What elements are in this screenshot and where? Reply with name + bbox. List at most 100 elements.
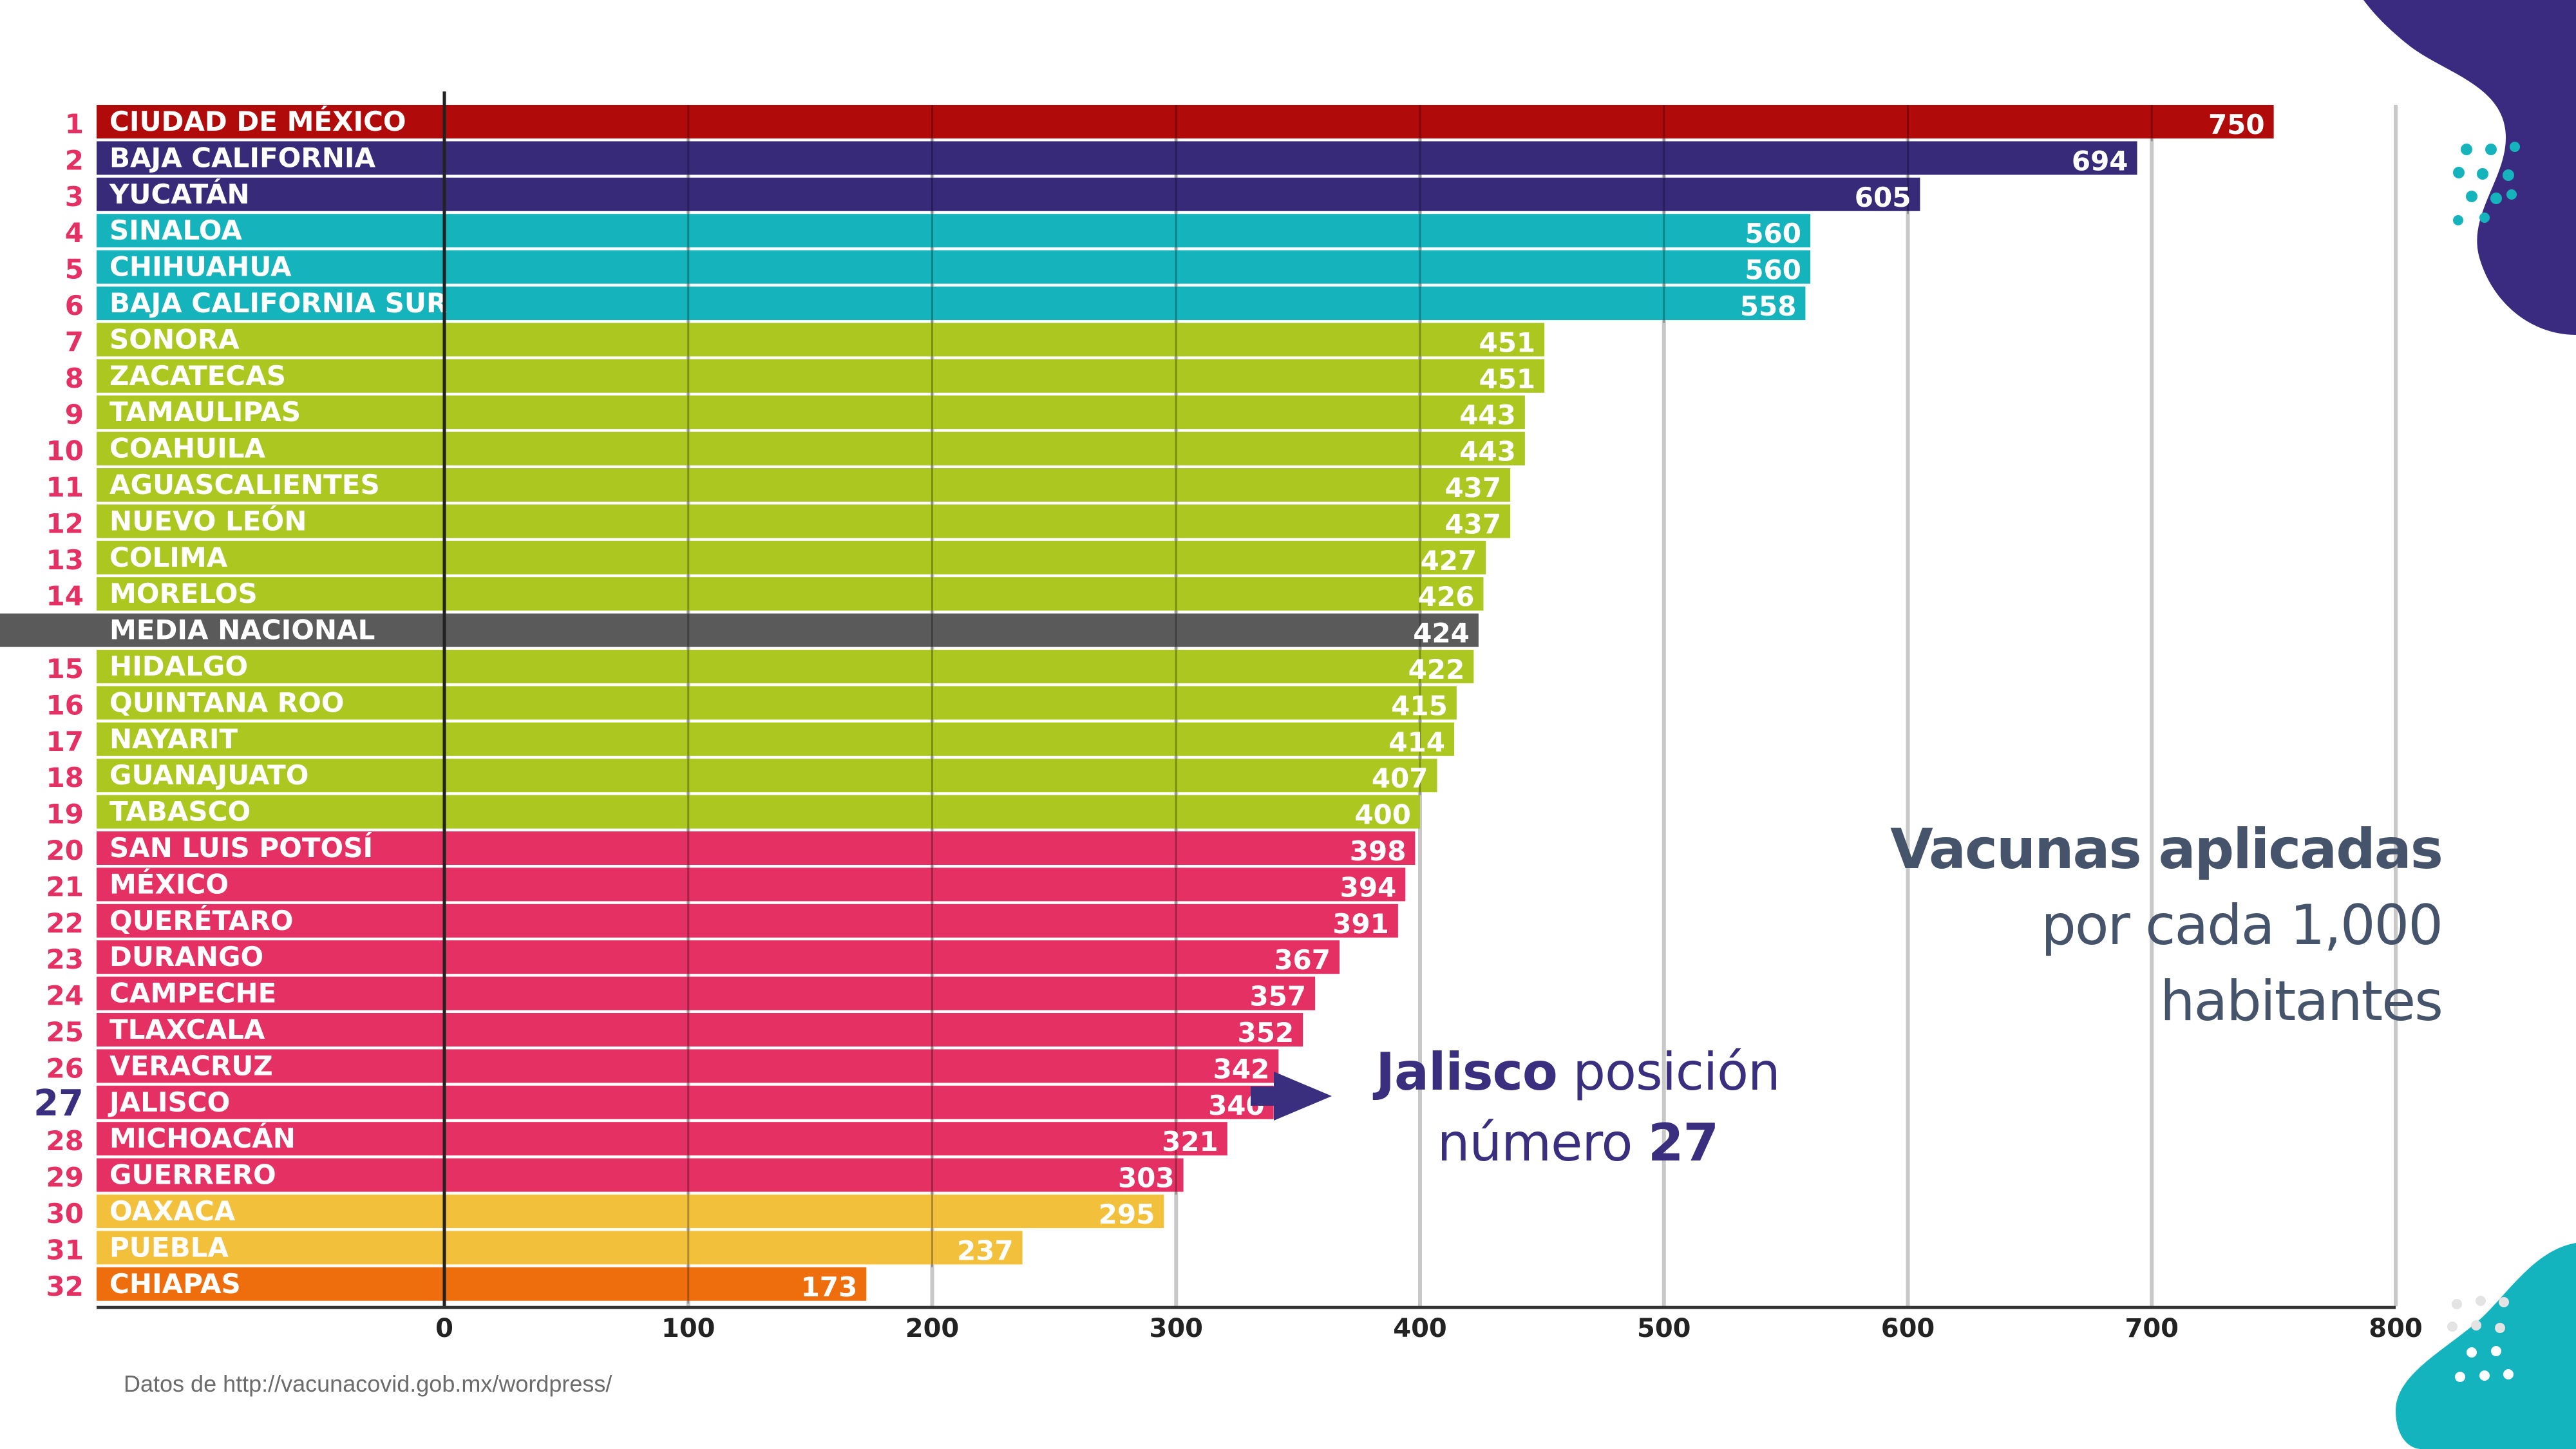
rank-number: 32 — [46, 1271, 84, 1302]
x-tick-label: 0 — [435, 1314, 453, 1343]
bar-value: 560 — [1745, 254, 1801, 286]
x-axis: 0 100 200 300 400 500 600 700 800 — [97, 91, 2423, 1343]
rank-number: 10 — [46, 435, 84, 467]
bar-value: 173 — [801, 1271, 858, 1303]
bar-name: NAYARIT — [109, 723, 238, 755]
bar-name: QUERÉTARO — [109, 904, 293, 936]
bar-name: TLAXCALA — [109, 1014, 265, 1045]
title-line-1: Vacunas aplicadas — [1890, 817, 2443, 882]
bar-value: 303 — [1118, 1162, 1175, 1194]
rank-number: 14 — [46, 580, 84, 612]
bar-value: 407 — [1372, 762, 1428, 794]
x-tick-label: 400 — [1393, 1314, 1447, 1343]
teal-blob-icon — [2396, 1243, 2576, 1449]
bar-value: 451 — [1479, 327, 1535, 358]
bar-value: 367 — [1274, 944, 1331, 976]
bar-32 — [97, 1267, 867, 1301]
bar-value: 451 — [1479, 363, 1535, 395]
bar-name: YUCATÁN — [109, 178, 250, 210]
bar-value: 437 — [1444, 472, 1501, 504]
rank-numbers: 1234567891011121314151617181920212223242… — [33, 108, 84, 1302]
bar-name: SAN LUIS POTOSÍ — [109, 831, 373, 864]
bar-name: CHIHUAHUA — [109, 251, 292, 283]
rank-number: 29 — [46, 1162, 84, 1193]
bar-name: GUANAJUATO — [109, 759, 308, 791]
bar-value: 437 — [1444, 508, 1501, 540]
rank-number: 3 — [65, 181, 84, 213]
bar-name: QUINTANA ROO — [109, 687, 345, 718]
bar-30 — [97, 1195, 1164, 1228]
bar-28 — [97, 1122, 1227, 1156]
rank-number: 30 — [46, 1198, 84, 1229]
right-arrow-icon — [1251, 1072, 1332, 1121]
bar-name: CHIAPAS — [109, 1268, 241, 1300]
callout-line-1: Jalisco posición — [1301, 1037, 1855, 1108]
bar-18 — [97, 759, 1437, 793]
bar-value: 426 — [1418, 581, 1475, 612]
bar-name: AGUASCALIENTES — [109, 469, 380, 500]
rank-number: 23 — [46, 943, 84, 975]
bar-value: 424 — [1413, 618, 1470, 649]
rank-number: 24 — [46, 980, 84, 1012]
rank-number: 26 — [46, 1052, 84, 1084]
bar-24 — [97, 976, 1316, 1010]
bar-31 — [97, 1231, 1023, 1265]
rank-number: 28 — [46, 1125, 84, 1157]
bar-value: 558 — [1740, 290, 1797, 322]
x-tick-label: 200 — [905, 1314, 960, 1343]
rank-number: 6 — [65, 290, 84, 321]
rank-number: 1 — [65, 108, 84, 140]
bar-value: 443 — [1459, 436, 1516, 468]
x-tick-label: 300 — [1150, 1314, 1204, 1343]
bar-name: COAHUILA — [109, 433, 266, 464]
bar-3 — [97, 177, 1920, 211]
bar-value: 415 — [1391, 690, 1448, 721]
rank-number: 7 — [65, 326, 84, 357]
x-tick-label: 600 — [1881, 1314, 1935, 1343]
bar-4 — [97, 214, 1810, 248]
bar-value: 357 — [1249, 981, 1306, 1012]
bar-value: 750 — [2208, 109, 2265, 140]
source-note: Datos de http://vacunacovid.gob.mx/wordp… — [124, 1370, 612, 1397]
bar-value: 321 — [1162, 1126, 1218, 1157]
bar-value: 398 — [1350, 835, 1406, 867]
bar-14 — [97, 577, 1484, 611]
bar-8 — [97, 359, 1545, 393]
rank-number: 18 — [46, 762, 84, 793]
rank-number: 12 — [46, 507, 84, 539]
bar-name: OAXACA — [109, 1195, 236, 1227]
bar-6 — [97, 287, 1806, 320]
bar-labels: CIUDAD DE MÉXICO 750 BAJA CALIFORNIA 694 YUC… — [108, 105, 2265, 1303]
rank-number: 17 — [46, 726, 84, 757]
bar-value: 560 — [1745, 218, 1801, 249]
bar-12 — [97, 504, 1511, 538]
bar-25 — [97, 1013, 1303, 1046]
rank-number: 20 — [46, 835, 84, 866]
bar-value: 394 — [1340, 871, 1397, 903]
bar-value: 342 — [1213, 1053, 1270, 1084]
bar-name: HIDALGO — [109, 650, 248, 682]
x-tick-label: 500 — [1637, 1314, 1691, 1343]
bar-26 — [97, 1049, 1279, 1083]
bar-name: MEDIA NACIONAL — [109, 614, 375, 646]
callout-line-2: número 27 — [1301, 1108, 1855, 1179]
title-line-3: habitantes — [2159, 969, 2443, 1034]
rank-number: 27 — [33, 1083, 84, 1124]
callout-posicion: posición — [1557, 1042, 1780, 1102]
bar-name: BAJA CALIFORNIA — [109, 142, 376, 173]
bar-value: 422 — [1408, 654, 1465, 685]
bar-27 — [97, 1085, 1274, 1119]
bar-media — [0, 613, 1479, 647]
rank-number: 31 — [46, 1234, 84, 1265]
bar-17 — [97, 722, 1455, 756]
bar-name: BAJA CALIFORNIA SUR — [109, 287, 447, 319]
bar-name: TAMAULIPAS — [109, 396, 301, 428]
rank-number: 11 — [46, 471, 84, 503]
bar-value: 694 — [2072, 145, 2128, 176]
bar-name: MORELOS — [109, 578, 258, 609]
bar-value: 391 — [1332, 908, 1389, 940]
rank-number: 21 — [46, 871, 84, 902]
bar-13 — [97, 540, 1486, 574]
bar-7 — [97, 323, 1545, 357]
